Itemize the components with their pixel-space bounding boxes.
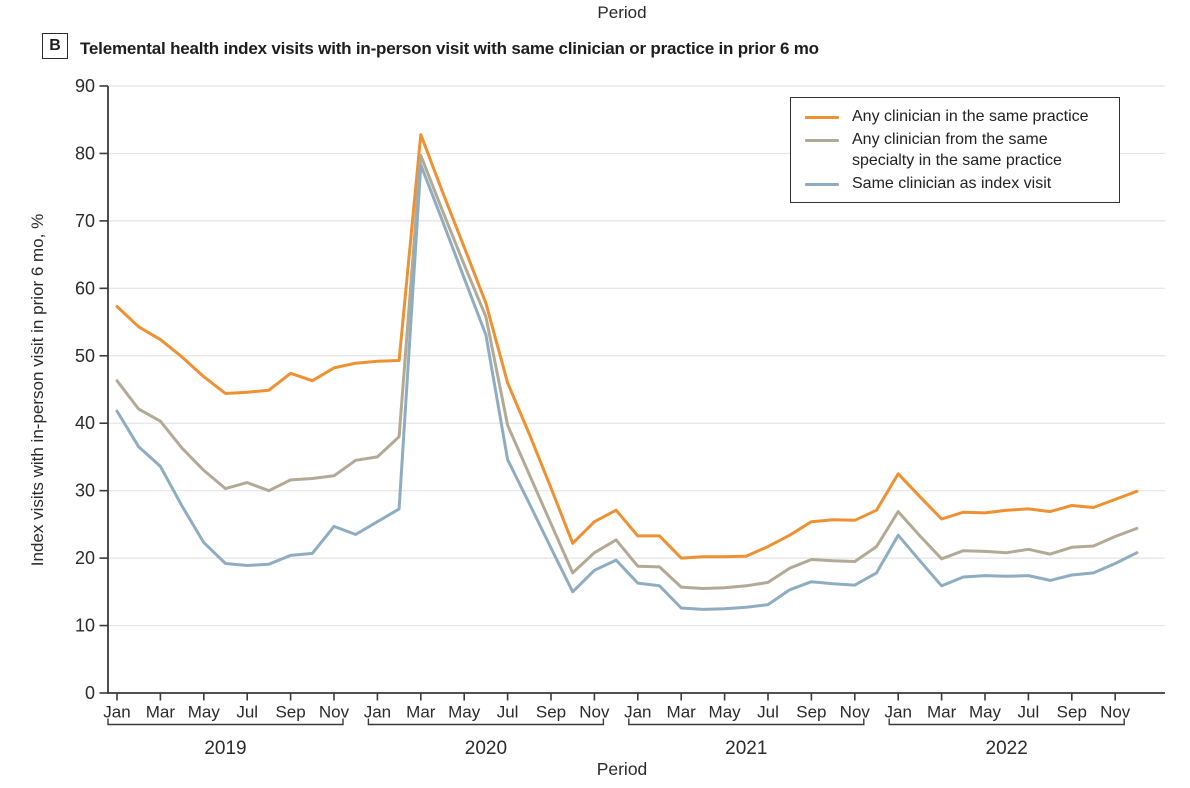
x-tick-label: May	[188, 703, 221, 722]
x-tick-label: Jul	[757, 703, 779, 722]
x-tick-label: Jan	[103, 703, 130, 722]
year-label: 2022	[986, 738, 1028, 759]
y-tick-label: 50	[75, 346, 95, 366]
year-bracket	[628, 718, 865, 726]
x-axis-title: Period	[596, 759, 648, 779]
x-tick-label: Jul	[236, 703, 258, 722]
y-tick-label: 10	[75, 616, 95, 636]
panel-title: Telemental health index visits with in-p…	[80, 39, 819, 58]
x-tick-label: Jan	[884, 703, 911, 722]
panel-label-badge: B	[42, 33, 68, 59]
y-tick-label: 0	[85, 683, 95, 703]
x-tick-label: Jan	[364, 703, 391, 722]
y-tick-label: 60	[75, 278, 95, 298]
x-tick-label: May	[969, 703, 1002, 722]
legend-label: Same clinician as index visit	[852, 174, 1052, 192]
legend-item: Any clinician from the same specialty in…	[803, 129, 1109, 172]
x-tick-label: Sep	[536, 703, 566, 722]
x-tick-label: Nov	[1100, 703, 1131, 722]
year-bracket	[367, 718, 605, 726]
legend-item: Same clinician as index visit	[803, 173, 1109, 195]
legend-swatch-orange	[805, 116, 839, 119]
x-tick-label: Jul	[497, 703, 519, 722]
x-tick-label: May	[709, 703, 742, 722]
year-label: 2020	[465, 738, 507, 759]
legend-swatch-tan	[805, 138, 839, 142]
y-tick-label: 40	[75, 413, 95, 433]
legend-swatch-blue	[805, 182, 839, 186]
series-line-2	[115, 163, 1139, 611]
legend: Any clinician in the same practice Any c…	[790, 97, 1120, 203]
y-tick-label: 80	[75, 143, 95, 163]
x-tick-label: Mar	[927, 703, 957, 722]
x-tick-label: Mar	[406, 703, 436, 722]
legend-label: Any clinician in the same practice	[852, 108, 1089, 125]
series-line-1	[115, 154, 1139, 590]
x-tick-label: Jul	[1018, 703, 1040, 722]
x-tick-label: Mar	[146, 703, 176, 722]
year-bracket	[107, 718, 344, 726]
legend-label: Any clinician from the same specialty in…	[852, 130, 1062, 170]
y-tick-label: 90	[75, 76, 95, 96]
y-tick-label: 20	[75, 548, 95, 568]
x-tick-label: Nov	[579, 703, 610, 722]
x-tick-label: Sep	[1057, 703, 1087, 722]
series-line-0	[115, 133, 1139, 560]
year-label: 2019	[204, 738, 246, 759]
x-tick-label: Jan	[624, 703, 651, 722]
y-tick-label: 70	[75, 211, 95, 231]
x-tick-label: Nov	[319, 703, 350, 722]
x-tick-label: May	[448, 703, 481, 722]
x-tick-label: Sep	[275, 703, 305, 722]
y-tick-label: 30	[75, 481, 95, 501]
top-axis-label: Period	[597, 3, 647, 22]
x-tick-label: Sep	[796, 703, 826, 722]
year-bracket	[888, 718, 1125, 726]
year-label: 2021	[725, 738, 767, 759]
x-tick-label: Nov	[840, 703, 871, 722]
x-tick-label: Mar	[667, 703, 697, 722]
legend-item: Any clinician in the same practice	[803, 106, 1109, 128]
